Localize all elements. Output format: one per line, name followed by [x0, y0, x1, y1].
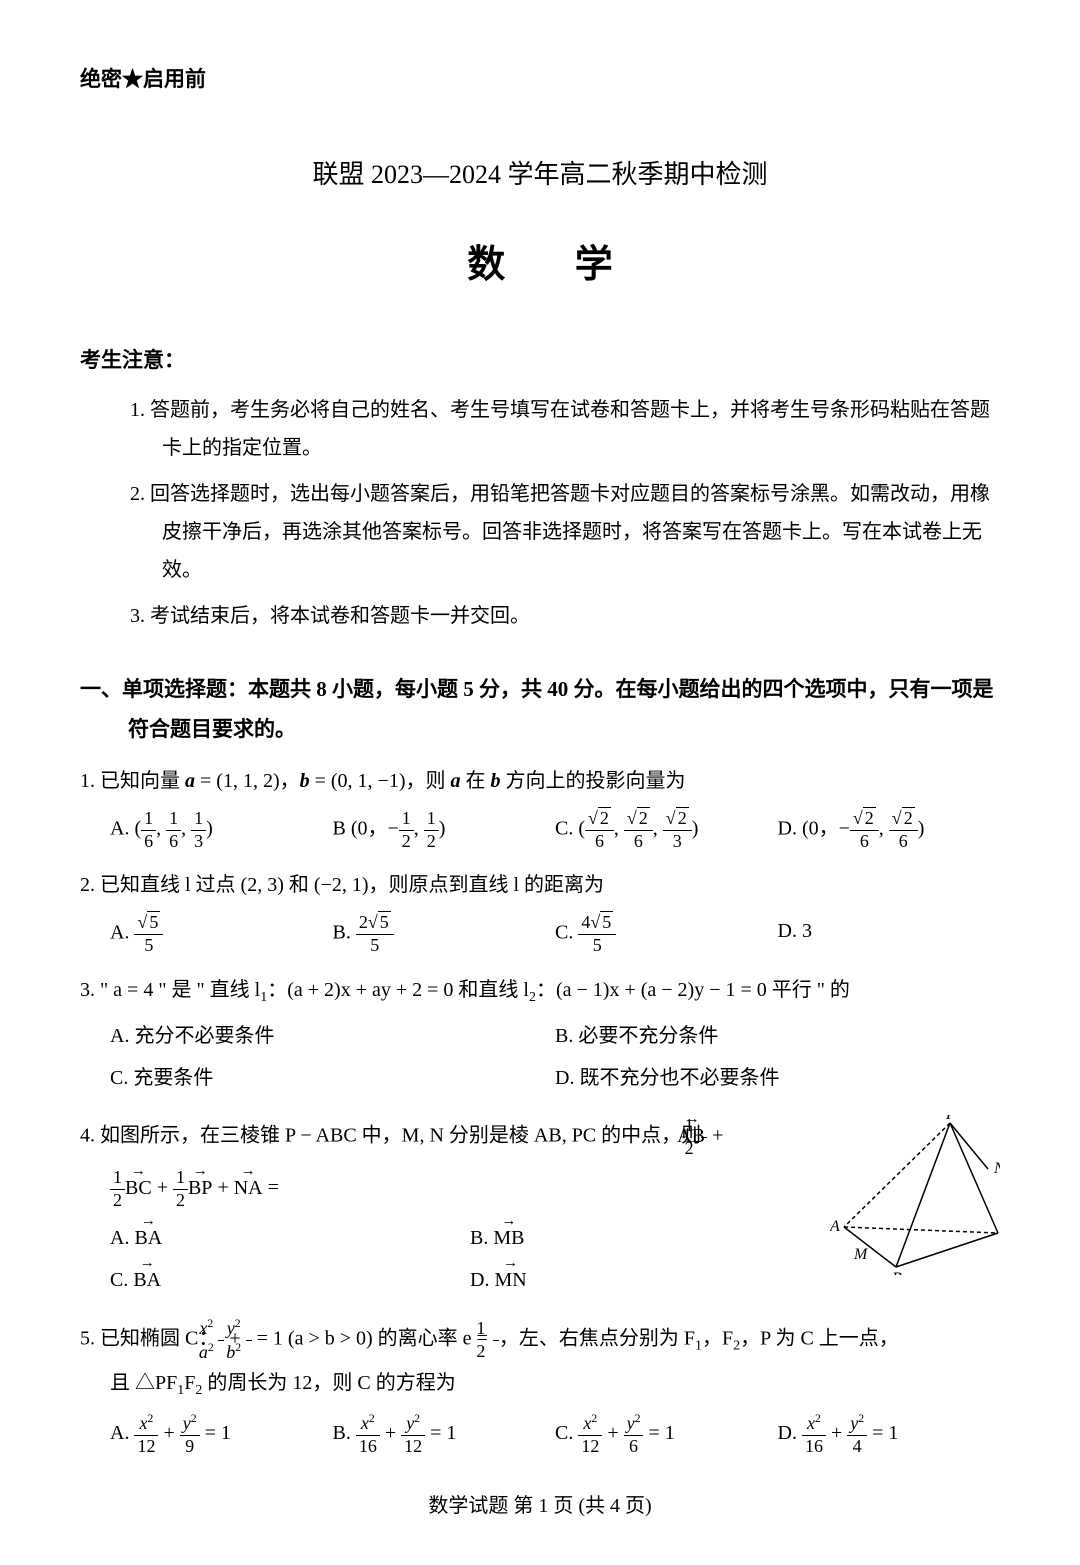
q4-opt-d: D. MN — [470, 1261, 830, 1299]
q4-stem: 4. 如图所示，在三棱锥 P − ABC 中，M, N 分别是棱 AB, PC … — [80, 1115, 830, 1159]
q1-opt-b: B (0，−12, 12) — [333, 808, 556, 852]
secret-label: 绝密★启用前 — [80, 60, 1000, 100]
q2-stem: 2. 已知直线 l 过点 (2, 3) 和 (−2, 1)，则原点到直线 l 的… — [80, 866, 1000, 904]
q5-stem: 5. 已知椭圆 C：x2a2 + y2b2 = 1 (a > b > 0) 的离… — [80, 1317, 1000, 1363]
q2-opt-a: A. 55 — [110, 912, 333, 956]
notice-list: 1. 答题前，考生务必将自己的姓名、考生号填写在试卷和答题卡上，并将考生号条形码… — [80, 391, 1000, 635]
q5-opt-c: C. x212 + y26 = 1 — [555, 1412, 778, 1457]
q1-opt-c: C. (26, 26, 23) — [555, 808, 778, 852]
q3-opt-c: C. 充要条件 — [110, 1059, 555, 1097]
notice-item: 1. 答题前，考生务必将自己的姓名、考生号填写在试卷和答题卡上，并将考生号条形码… — [130, 391, 1000, 467]
q1-options: A. (16, 16, 13) B (0，−12, 12) C. (26, 26… — [80, 808, 1000, 852]
question-2: 2. 已知直线 l 过点 (2, 3) 和 (−2, 1)，则原点到直线 l 的… — [80, 866, 1000, 956]
q1-opt-d: D. (0，−26, 26) — [778, 808, 1001, 852]
question-1: 1. 已知向量 a = (1, 1, 2)，b = (0, 1, −1)，则 a… — [80, 762, 1000, 852]
q1-opt-a: A. (16, 16, 13) — [110, 808, 333, 852]
q5-opt-b: B. x216 + y212 = 1 — [333, 1412, 556, 1457]
svg-text:M: M — [853, 1246, 869, 1263]
q4-opt-c: C. BA — [110, 1261, 470, 1299]
question-5: 5. 已知椭圆 C：x2a2 + y2b2 = 1 (a > b > 0) 的离… — [80, 1317, 1000, 1457]
q5-options: A. x212 + y29 = 1 B. x216 + y212 = 1 C. … — [80, 1412, 1000, 1457]
exam-title: 联盟 2023—2024 学年高二秋季期中检测 — [80, 150, 1000, 199]
tetrahedron-diagram: PNABCM — [830, 1115, 1000, 1275]
notice-head: 考生注意： — [80, 341, 1000, 381]
svg-text:N: N — [993, 1160, 1000, 1177]
page-footer: 数学试题 第 1 页 (共 4 页) — [80, 1487, 1000, 1525]
q2-opt-c: C. 455 — [555, 912, 778, 956]
question-3: 3. " a = 4 " 是 " 直线 l1：(a + 2)x + ay + 2… — [80, 971, 1000, 1102]
q5-stem2: 且 △PF1F2 的周长为 12，则 C 的方程为 — [80, 1364, 1000, 1405]
section-title: 一、单项选择题：本题共 8 小题，每小题 5 分，共 40 分。在每小题给出的四… — [80, 670, 1000, 750]
q3-opt-d: D. 既不充分也不必要条件 — [555, 1059, 1000, 1097]
q5-opt-a: A. x212 + y29 = 1 — [110, 1412, 333, 1457]
q2-options: A. 55 B. 255 C. 455 D. 3 — [80, 912, 1000, 956]
q3-opt-a: A. 充分不必要条件 — [110, 1017, 555, 1055]
q4-expr: 12BC + 12BP + NA = — [80, 1167, 830, 1211]
q2-opt-d: D. 3 — [778, 912, 1001, 956]
q4-opt-a: A. BA — [110, 1219, 470, 1257]
svg-text:A: A — [830, 1218, 840, 1235]
svg-text:P: P — [945, 1115, 956, 1123]
q4-figure: PNABCM — [830, 1115, 1000, 1303]
question-4: 4. 如图所示，在三棱锥 P − ABC 中，M, N 分别是棱 AB, PC … — [80, 1115, 1000, 1303]
q4-options: A. BA B. MB C. BA D. MN — [80, 1219, 830, 1303]
q5-opt-d: D. x216 + y24 = 1 — [778, 1412, 1001, 1457]
svg-text:B: B — [892, 1270, 902, 1275]
q3-stem: 3. " a = 4 " 是 " 直线 l1：(a + 2)x + ay + 2… — [80, 971, 1000, 1012]
notice-item: 2. 回答选择题时，选出每小题答案后，用铅笔把答题卡对应题目的答案标号涂黑。如需… — [130, 475, 1000, 589]
notice-item: 3. 考试结束后，将本试卷和答题卡一并交回。 — [130, 597, 1000, 635]
q2-opt-b: B. 255 — [333, 912, 556, 956]
subject-title: 数 学 — [80, 229, 1000, 301]
q1-stem: 1. 已知向量 a = (1, 1, 2)，b = (0, 1, −1)，则 a… — [80, 762, 1000, 800]
q3-opt-b: B. 必要不充分条件 — [555, 1017, 1000, 1055]
q3-options: A. 充分不必要条件 B. 必要不充分条件 C. 充要条件 D. 既不充分也不必… — [80, 1017, 1000, 1101]
